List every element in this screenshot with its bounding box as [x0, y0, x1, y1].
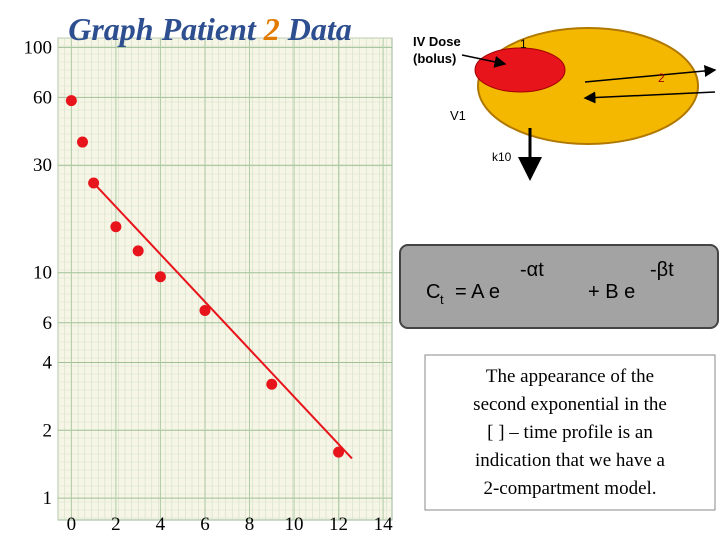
formula-term: -αt — [520, 259, 544, 281]
note-line: [ ] – time profile is an — [487, 422, 653, 443]
formula-box — [399, 244, 719, 329]
point — [65, 95, 77, 107]
formula: C t = A e -αt + B e -βt — [426, 259, 674, 307]
dose-arrow — [461, 54, 507, 68]
y-tick-label: 4 — [43, 352, 53, 373]
point — [88, 177, 100, 189]
title-part: Graph Patient — [68, 11, 257, 47]
y-tick-label: 1 — [43, 488, 53, 509]
note-line: The appearance of the — [486, 366, 654, 387]
note-box — [424, 354, 716, 511]
dose — [474, 47, 566, 93]
title-part: Data — [287, 11, 352, 47]
point — [199, 304, 211, 316]
volume-label: V1 — [450, 108, 466, 123]
x-tick-label: 8 — [245, 514, 255, 535]
x-tick-label: 12 — [329, 514, 348, 535]
note-line: second exponential in the — [473, 394, 667, 415]
formula-term: = A e — [455, 281, 500, 303]
point — [333, 446, 345, 458]
note-line: indication that we have a — [475, 450, 665, 471]
y-tick-label: 2 — [43, 420, 53, 441]
x-tick-label: 14 — [374, 514, 394, 535]
paper-grid — [57, 37, 392, 520]
compartment-label: 2 — [658, 71, 665, 85]
x-tick-label: 6 — [200, 514, 210, 535]
transfer-arrow — [583, 91, 716, 104]
formula-term: -βt — [650, 259, 674, 281]
note: The appearance of the second exponential … — [473, 366, 667, 499]
point — [110, 221, 122, 233]
dose-label: IV Dose — [413, 34, 461, 49]
compartment-label: 1 — [520, 37, 527, 51]
formula-term: C — [426, 281, 440, 303]
y-tick-label: 6 — [43, 313, 53, 334]
y-tick-label: 10 — [33, 263, 52, 284]
x-tick-label: 10 — [285, 514, 304, 535]
y-tick-label: 30 — [33, 155, 52, 176]
plot — [65, 95, 353, 460]
note-line: 2-compartment model. — [483, 478, 656, 499]
formula-term: t — [440, 292, 444, 307]
point — [266, 378, 278, 390]
point — [132, 245, 144, 257]
fit-line — [92, 182, 353, 460]
graph-paper — [57, 37, 393, 521]
chart-title: Graph Patient 2 Data — [68, 11, 352, 47]
x-tick-label: 4 — [156, 514, 166, 535]
rate-label: k10 — [492, 150, 512, 164]
x-tick-label: 2 — [111, 514, 121, 535]
title-part: 2 — [263, 11, 280, 47]
dose-label: (bolus) — [413, 51, 456, 66]
point — [76, 136, 88, 148]
point — [154, 271, 166, 283]
x-tick-label: 0 — [67, 514, 77, 535]
y-tick-label: 60 — [33, 87, 52, 108]
transfer-arrow — [584, 64, 717, 83]
y-tick-label: 100 — [24, 37, 53, 58]
formula-term: + B e — [588, 281, 635, 303]
